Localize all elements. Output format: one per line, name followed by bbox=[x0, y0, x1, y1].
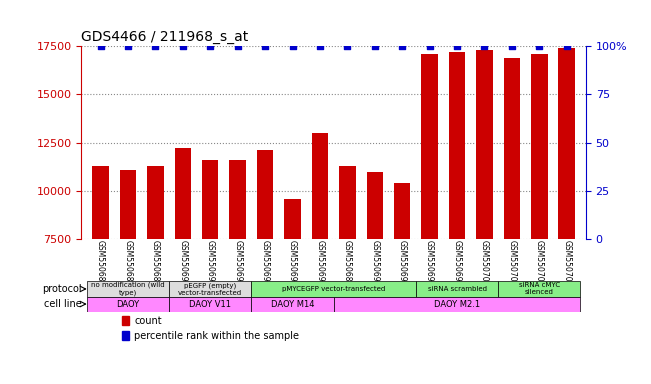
Bar bbox=[559, 48, 575, 384]
Text: GSM550699: GSM550699 bbox=[452, 240, 462, 286]
Bar bbox=[202, 160, 219, 384]
Point bbox=[150, 43, 161, 49]
Bar bbox=[122, 331, 130, 340]
Text: GSM550694: GSM550694 bbox=[233, 240, 242, 286]
Text: GSM550697: GSM550697 bbox=[316, 240, 324, 286]
Text: GSM550686: GSM550686 bbox=[96, 240, 105, 286]
Point bbox=[452, 43, 462, 49]
Point bbox=[232, 43, 243, 49]
Text: siRNA cMYC
silenced: siRNA cMYC silenced bbox=[519, 283, 560, 295]
Bar bbox=[122, 316, 130, 325]
Bar bbox=[257, 151, 273, 384]
Bar bbox=[229, 160, 246, 384]
Bar bbox=[449, 52, 465, 384]
Point bbox=[397, 43, 408, 49]
Text: GSM550696: GSM550696 bbox=[288, 240, 297, 286]
Text: GSM550691: GSM550691 bbox=[398, 240, 407, 286]
FancyBboxPatch shape bbox=[498, 281, 581, 296]
Text: GSM550703: GSM550703 bbox=[562, 240, 571, 286]
Text: GSM550692: GSM550692 bbox=[178, 240, 187, 286]
Bar bbox=[284, 199, 301, 384]
Text: GSM550698: GSM550698 bbox=[425, 240, 434, 286]
Point bbox=[205, 43, 215, 49]
FancyBboxPatch shape bbox=[251, 296, 334, 311]
Text: no modification (wild
type): no modification (wild type) bbox=[91, 282, 165, 296]
Point bbox=[424, 43, 435, 49]
Text: protocol: protocol bbox=[42, 284, 81, 294]
Text: GSM550700: GSM550700 bbox=[480, 240, 489, 286]
Point bbox=[178, 43, 188, 49]
Text: GDS4466 / 211968_s_at: GDS4466 / 211968_s_at bbox=[81, 30, 249, 44]
Bar bbox=[504, 58, 520, 384]
Point bbox=[95, 43, 105, 49]
Bar bbox=[367, 172, 383, 384]
Text: DAOY M2.1: DAOY M2.1 bbox=[434, 300, 480, 309]
Text: DAOY M14: DAOY M14 bbox=[271, 300, 314, 309]
Bar bbox=[312, 133, 328, 384]
Bar bbox=[174, 149, 191, 384]
Text: pEGFP (empty)
vector-transfected: pEGFP (empty) vector-transfected bbox=[178, 282, 242, 296]
Text: GSM550688: GSM550688 bbox=[151, 240, 160, 286]
Bar bbox=[147, 166, 163, 384]
Text: DAOY: DAOY bbox=[117, 300, 139, 309]
Point bbox=[314, 43, 325, 49]
Point bbox=[123, 43, 133, 49]
Point bbox=[287, 43, 298, 49]
FancyBboxPatch shape bbox=[87, 281, 169, 296]
Bar bbox=[531, 54, 547, 384]
FancyBboxPatch shape bbox=[334, 296, 581, 311]
Text: GSM550701: GSM550701 bbox=[507, 240, 516, 286]
FancyBboxPatch shape bbox=[169, 281, 251, 296]
FancyBboxPatch shape bbox=[416, 281, 498, 296]
Bar bbox=[394, 183, 410, 384]
Bar bbox=[421, 54, 438, 384]
Text: GSM550690: GSM550690 bbox=[370, 240, 380, 286]
Text: GSM550693: GSM550693 bbox=[206, 240, 215, 286]
Point bbox=[506, 43, 517, 49]
Text: percentile rank within the sample: percentile rank within the sample bbox=[134, 331, 299, 341]
Bar bbox=[120, 170, 136, 384]
Bar bbox=[92, 166, 109, 384]
Text: cell line: cell line bbox=[44, 299, 81, 309]
Text: pMYCEGFP vector-transfected: pMYCEGFP vector-transfected bbox=[282, 286, 385, 292]
Bar bbox=[477, 50, 493, 384]
Point bbox=[479, 43, 490, 49]
Text: siRNA scrambled: siRNA scrambled bbox=[428, 286, 486, 292]
Point bbox=[342, 43, 353, 49]
Text: DAOY V11: DAOY V11 bbox=[189, 300, 231, 309]
Point bbox=[260, 43, 270, 49]
Point bbox=[370, 43, 380, 49]
Text: GSM550689: GSM550689 bbox=[343, 240, 352, 286]
FancyBboxPatch shape bbox=[87, 296, 169, 311]
Text: GSM550695: GSM550695 bbox=[260, 240, 270, 286]
Bar bbox=[339, 166, 355, 384]
Text: count: count bbox=[134, 316, 162, 326]
Point bbox=[534, 43, 544, 49]
Text: GSM550702: GSM550702 bbox=[534, 240, 544, 286]
Point bbox=[562, 43, 572, 49]
FancyBboxPatch shape bbox=[169, 296, 251, 311]
FancyBboxPatch shape bbox=[251, 281, 416, 296]
Text: GSM550687: GSM550687 bbox=[124, 240, 133, 286]
